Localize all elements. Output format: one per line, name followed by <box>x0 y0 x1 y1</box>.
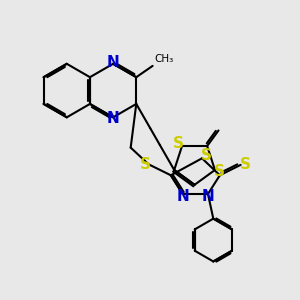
Text: S: S <box>140 157 150 172</box>
Text: N: N <box>107 55 119 70</box>
Text: S: S <box>214 164 225 179</box>
Text: CH₃: CH₃ <box>155 54 174 64</box>
Text: S: S <box>172 136 184 151</box>
Text: S: S <box>240 158 251 172</box>
Text: N: N <box>176 189 189 204</box>
Text: N: N <box>202 189 214 204</box>
Text: N: N <box>107 111 119 126</box>
Text: S: S <box>200 148 211 164</box>
